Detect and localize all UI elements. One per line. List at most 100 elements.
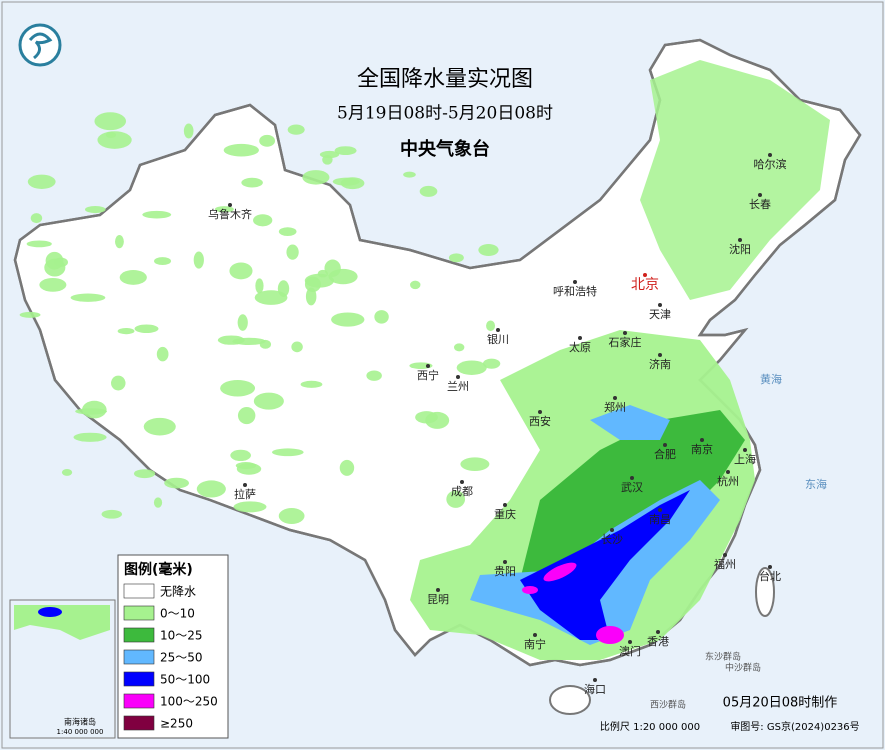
rain-patch — [286, 244, 299, 260]
legend-swatch — [123, 649, 155, 665]
city-dot — [738, 238, 742, 242]
rain-patch — [278, 507, 305, 524]
city-dot — [768, 565, 772, 569]
city-dot — [573, 280, 577, 284]
rain-patch — [196, 480, 226, 498]
rain-patch — [101, 509, 123, 519]
rain-patch — [460, 457, 490, 471]
city-label: 兰州 — [447, 380, 469, 393]
city-label: 银川 — [487, 332, 509, 346]
rain-patch — [302, 170, 330, 185]
rain-patch — [70, 293, 106, 302]
rain-patch — [332, 177, 360, 186]
city-dot — [723, 553, 727, 557]
city-label: 石家庄 — [609, 335, 642, 349]
rain-heavy-2 — [590, 405, 670, 440]
city-dot — [623, 331, 627, 335]
city-dot — [630, 476, 634, 480]
city-dot — [228, 203, 232, 207]
city-label: 重庆 — [494, 507, 516, 521]
made-time: 05月20日08时制作 — [723, 696, 838, 711]
rain-patch — [117, 327, 135, 335]
rain-patch — [272, 448, 304, 457]
rain-patch — [374, 310, 389, 324]
rain-patch — [82, 400, 107, 419]
rain-patch — [26, 240, 52, 248]
rain-patch — [143, 417, 176, 436]
city-label: 哈尔滨 — [754, 157, 787, 171]
rain-patch — [410, 280, 421, 290]
rain-patch — [229, 262, 253, 280]
city-dot — [613, 396, 617, 400]
city-dot — [578, 336, 582, 340]
city-dot — [656, 630, 660, 634]
rain-patch — [253, 214, 273, 227]
city-label: 福州 — [714, 557, 736, 571]
city-label: 上海 — [734, 452, 756, 466]
rain-patch — [156, 346, 169, 362]
rain-patch — [45, 251, 64, 270]
rain-patch — [241, 177, 263, 188]
agency: 中央气象台 — [400, 138, 490, 160]
city-label: 西安 — [529, 414, 551, 428]
rain-patch — [339, 459, 355, 476]
rain-patch — [453, 343, 465, 352]
city-dot — [658, 508, 662, 512]
scale: 比例尺 1:20 000 000 — [600, 720, 700, 733]
rain-patch — [183, 123, 194, 139]
legend-swatch — [123, 627, 155, 643]
rain-downpour-2 — [596, 626, 624, 644]
rain-patch — [478, 243, 499, 256]
city-dot — [628, 640, 632, 644]
rain-light-ne — [640, 60, 830, 300]
rain-patch — [39, 278, 67, 292]
city-dot — [503, 503, 507, 507]
city-dot — [758, 193, 762, 197]
legend-label: 0～10 — [160, 607, 195, 621]
rain-patch — [134, 324, 159, 334]
rain-patch — [153, 497, 163, 508]
city-label: 沈阳 — [729, 242, 751, 256]
rain-patch — [214, 206, 234, 213]
rain-patch — [482, 358, 501, 369]
title: 全国降水量实况图 — [357, 67, 533, 92]
rain-patch — [305, 287, 317, 306]
city-dot — [503, 560, 507, 564]
logo-mark — [28, 32, 53, 60]
rain-patch — [230, 449, 251, 462]
island-label: 东沙群岛 — [705, 651, 741, 663]
taiwan — [755, 567, 775, 617]
sea-label: 东海 — [805, 477, 827, 491]
rain-patch — [334, 146, 357, 156]
city-dot — [663, 443, 667, 447]
legend-box — [117, 554, 229, 739]
city-label: 杭州 — [717, 474, 739, 488]
city-dot — [658, 353, 662, 357]
rain-patch — [220, 379, 256, 397]
rain-patch — [419, 185, 438, 197]
rain-patch — [456, 360, 487, 375]
city-label: 澳门 — [619, 644, 641, 658]
city-label: 南昌 — [649, 513, 671, 526]
rain-patch — [142, 210, 172, 219]
city-dot — [243, 483, 247, 487]
rain-patch — [253, 392, 284, 410]
city-label: 昆明 — [427, 593, 449, 606]
rain-patch — [232, 337, 266, 345]
hainan — [549, 685, 591, 715]
legend-swatch — [123, 583, 155, 599]
rain-patch — [84, 206, 106, 214]
city-dot — [436, 588, 440, 592]
rain-patch — [27, 174, 56, 189]
legend-swatch — [123, 671, 155, 687]
rain-patch — [331, 312, 365, 327]
city-dot — [700, 438, 704, 442]
city-label: 西宁 — [417, 368, 439, 382]
city-label: 海口 — [584, 682, 606, 696]
rain-downpour-3 — [522, 586, 538, 594]
city-label: 长春 — [749, 198, 771, 211]
legend-swatch — [123, 693, 155, 709]
rain-patch — [105, 131, 117, 139]
rain-patch — [322, 154, 333, 165]
